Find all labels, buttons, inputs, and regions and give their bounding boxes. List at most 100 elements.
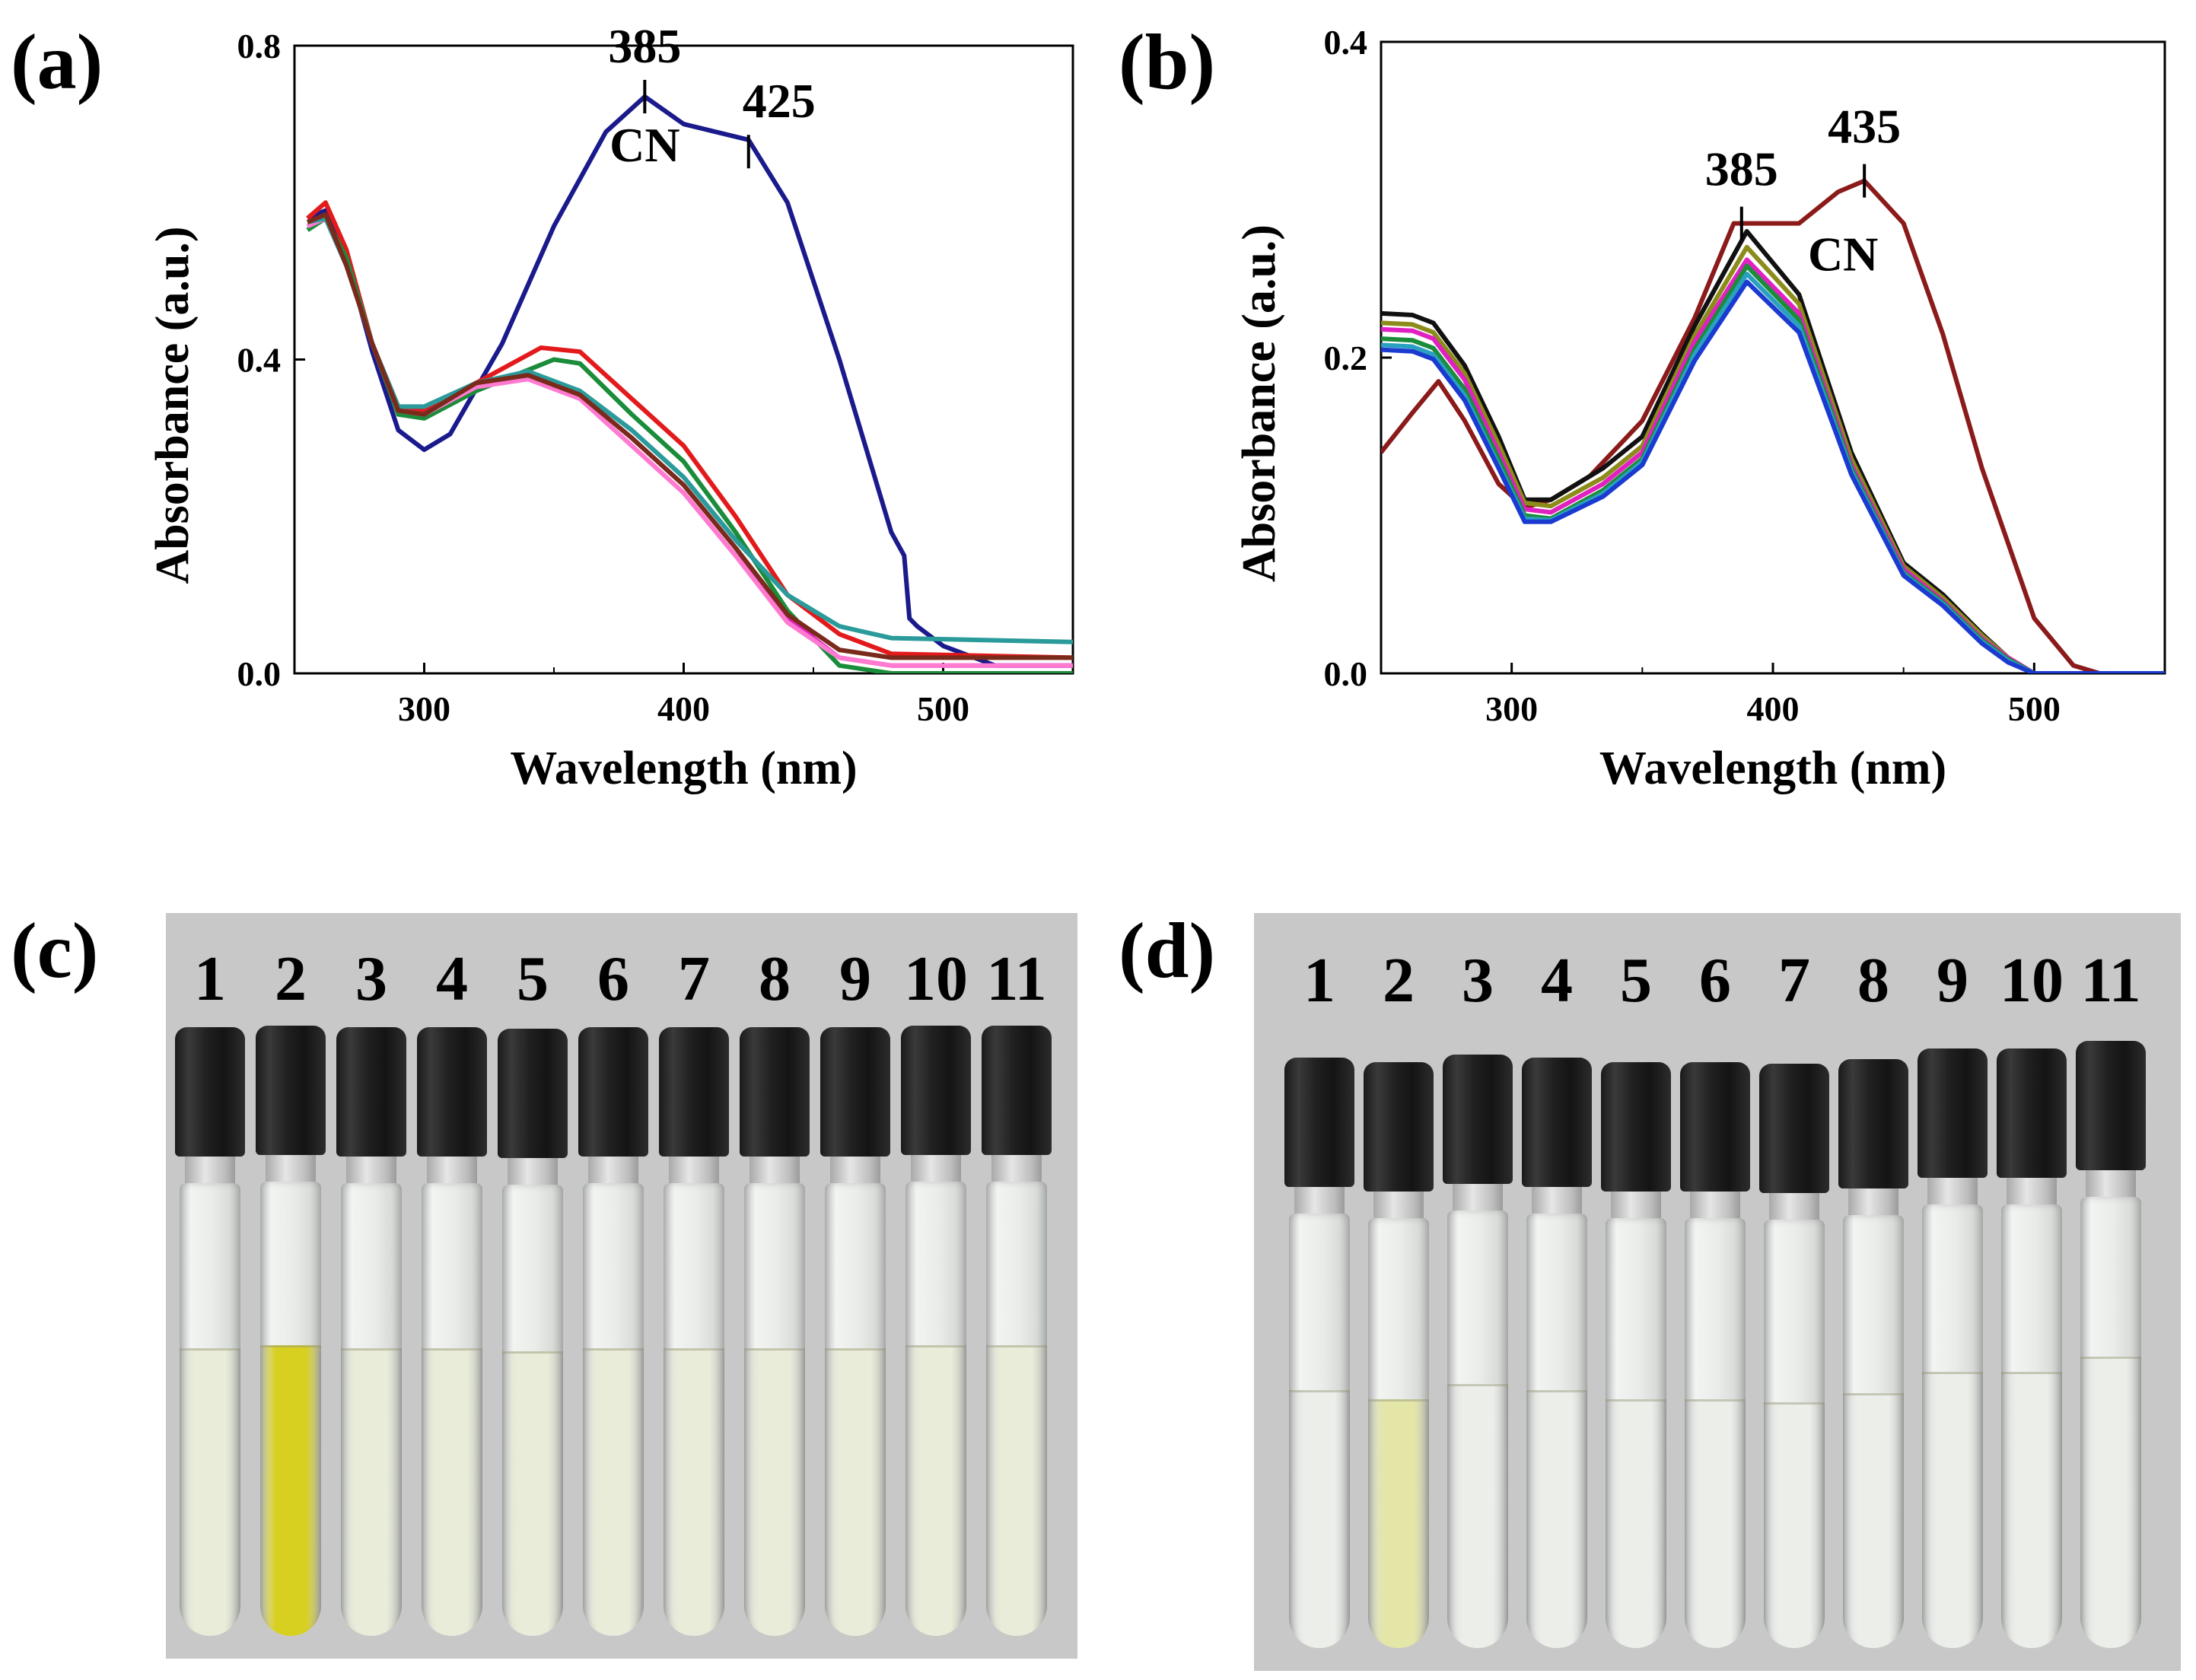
vial-cap	[1759, 1064, 1829, 1193]
vial-cap	[578, 1027, 648, 1157]
vial-number-1: 1	[1303, 945, 1335, 1016]
vial-6	[578, 1027, 648, 1636]
vial-neck	[1610, 1192, 1662, 1222]
x-tick-label: 300	[398, 689, 450, 728]
vial-9	[1918, 1048, 1988, 1648]
x-tick-label: 400	[1747, 689, 1800, 728]
vial-neck	[1373, 1192, 1424, 1222]
vial-cap	[820, 1027, 890, 1157]
series-line-2	[306, 200, 1073, 660]
vial-neck	[1452, 1184, 1504, 1214]
colorless-solution	[743, 1348, 806, 1636]
vial-number-10: 10	[904, 943, 968, 1014]
colorless-solution	[1288, 1390, 1351, 1648]
vial-number-9: 9	[1937, 945, 1968, 1016]
vial-tube	[421, 1183, 483, 1636]
series-line-4	[306, 215, 1073, 668]
colorless-solution	[2000, 1372, 2063, 1648]
vial-cap	[901, 1026, 971, 1155]
vial-neck	[184, 1157, 236, 1187]
vial-tube	[1446, 1211, 1509, 1648]
vial-tube	[1763, 1220, 1825, 1648]
y-tick-label: 0.4	[1324, 23, 1368, 62]
vial-number-8: 8	[759, 943, 791, 1014]
colorless-solution	[1526, 1390, 1588, 1648]
vial-neck	[507, 1158, 559, 1188]
colorless-solution	[663, 1348, 725, 1636]
colorless-solution	[2080, 1357, 2142, 1648]
vial-4	[417, 1027, 487, 1636]
vial-cap	[659, 1027, 729, 1157]
vial-neck	[749, 1157, 800, 1187]
vial-tube	[1288, 1214, 1351, 1648]
y-tick-label: 0.0	[1324, 654, 1368, 693]
y-tick-label: 0.2	[1324, 339, 1368, 377]
x-tick-label: 500	[917, 689, 969, 728]
y-tick-label: 0.8	[237, 27, 282, 65]
vial-tube	[1921, 1204, 1984, 1648]
vial-tube	[179, 1183, 241, 1636]
annotation-label: CN	[609, 118, 679, 172]
vial-neck	[991, 1155, 1042, 1185]
vial-number-7: 7	[678, 943, 710, 1014]
colorless-solution	[824, 1348, 886, 1636]
colorless-solution	[421, 1348, 483, 1636]
absorbance-chart-b: 300 400 500 0.0 0.2 0.4 Wavelength (nm) Absorba…	[1233, 23, 2166, 794]
vial-neck	[1927, 1178, 1978, 1208]
yellow-solution	[1367, 1399, 1430, 1648]
vial-3	[336, 1027, 406, 1636]
series-line-7	[1381, 279, 2165, 673]
plot-frame	[1380, 40, 2166, 675]
colorless-solution	[1921, 1372, 1984, 1648]
vial-cap	[1601, 1062, 1671, 1192]
vial-1	[1284, 1058, 1354, 1648]
vial-8	[1838, 1059, 1908, 1648]
vial-tube	[340, 1183, 403, 1636]
vial-neck	[1768, 1193, 1820, 1223]
vial-cap	[1997, 1048, 2067, 1178]
vial-neck	[587, 1157, 639, 1187]
vial-neck	[668, 1157, 720, 1187]
vial-neck	[345, 1157, 397, 1187]
vial-number-11: 11	[2080, 945, 2141, 1016]
vial-number-2: 2	[275, 943, 307, 1014]
vial-5	[1601, 1062, 1671, 1648]
vial-neck	[1689, 1192, 1741, 1222]
vial-cap	[1364, 1062, 1434, 1192]
vial-number-9: 9	[839, 943, 871, 1014]
colorless-solution	[340, 1348, 403, 1636]
colorless-solution	[1763, 1402, 1825, 1648]
series-line-5	[306, 215, 1073, 668]
vial-number-4: 4	[436, 943, 468, 1014]
x-axis-label: Wavelength (nm)	[1599, 743, 1946, 794]
colorless-solution	[501, 1351, 564, 1636]
colorless-solution	[1842, 1393, 1905, 1648]
vial-5	[498, 1029, 568, 1636]
vial-cap	[740, 1027, 810, 1157]
vial-number-6: 6	[597, 943, 629, 1014]
vial-cap	[1284, 1058, 1354, 1187]
series-line-6	[1381, 272, 2165, 673]
colorless-solution	[905, 1345, 967, 1636]
annotation-label: 435	[1828, 100, 1901, 154]
colorless-solution	[1446, 1384, 1509, 1648]
vial-3	[1443, 1055, 1513, 1648]
vial-10	[1997, 1048, 2067, 1648]
vial-tube	[582, 1183, 644, 1636]
series-line-1	[306, 94, 1073, 668]
vial-cap	[1680, 1062, 1750, 1192]
vial-number-7: 7	[1778, 945, 1810, 1016]
vial-photo-d: 1 2 3 4 5 6 7 8 9 10 11	[1254, 913, 2181, 1671]
vial-tube	[1605, 1218, 1667, 1648]
series-line-6	[307, 215, 1073, 644]
vial-tube	[824, 1183, 886, 1636]
vial-tube	[1684, 1218, 1746, 1648]
vial-number-3: 3	[355, 943, 387, 1014]
vial-11	[982, 1026, 1052, 1636]
yellow-solution	[259, 1345, 322, 1636]
vial-cap	[982, 1026, 1052, 1155]
colorless-solution	[582, 1348, 644, 1636]
vial-1	[175, 1027, 245, 1636]
vial-9	[820, 1027, 890, 1636]
y-axis-label: Absorbance (a.u.)	[147, 226, 199, 584]
